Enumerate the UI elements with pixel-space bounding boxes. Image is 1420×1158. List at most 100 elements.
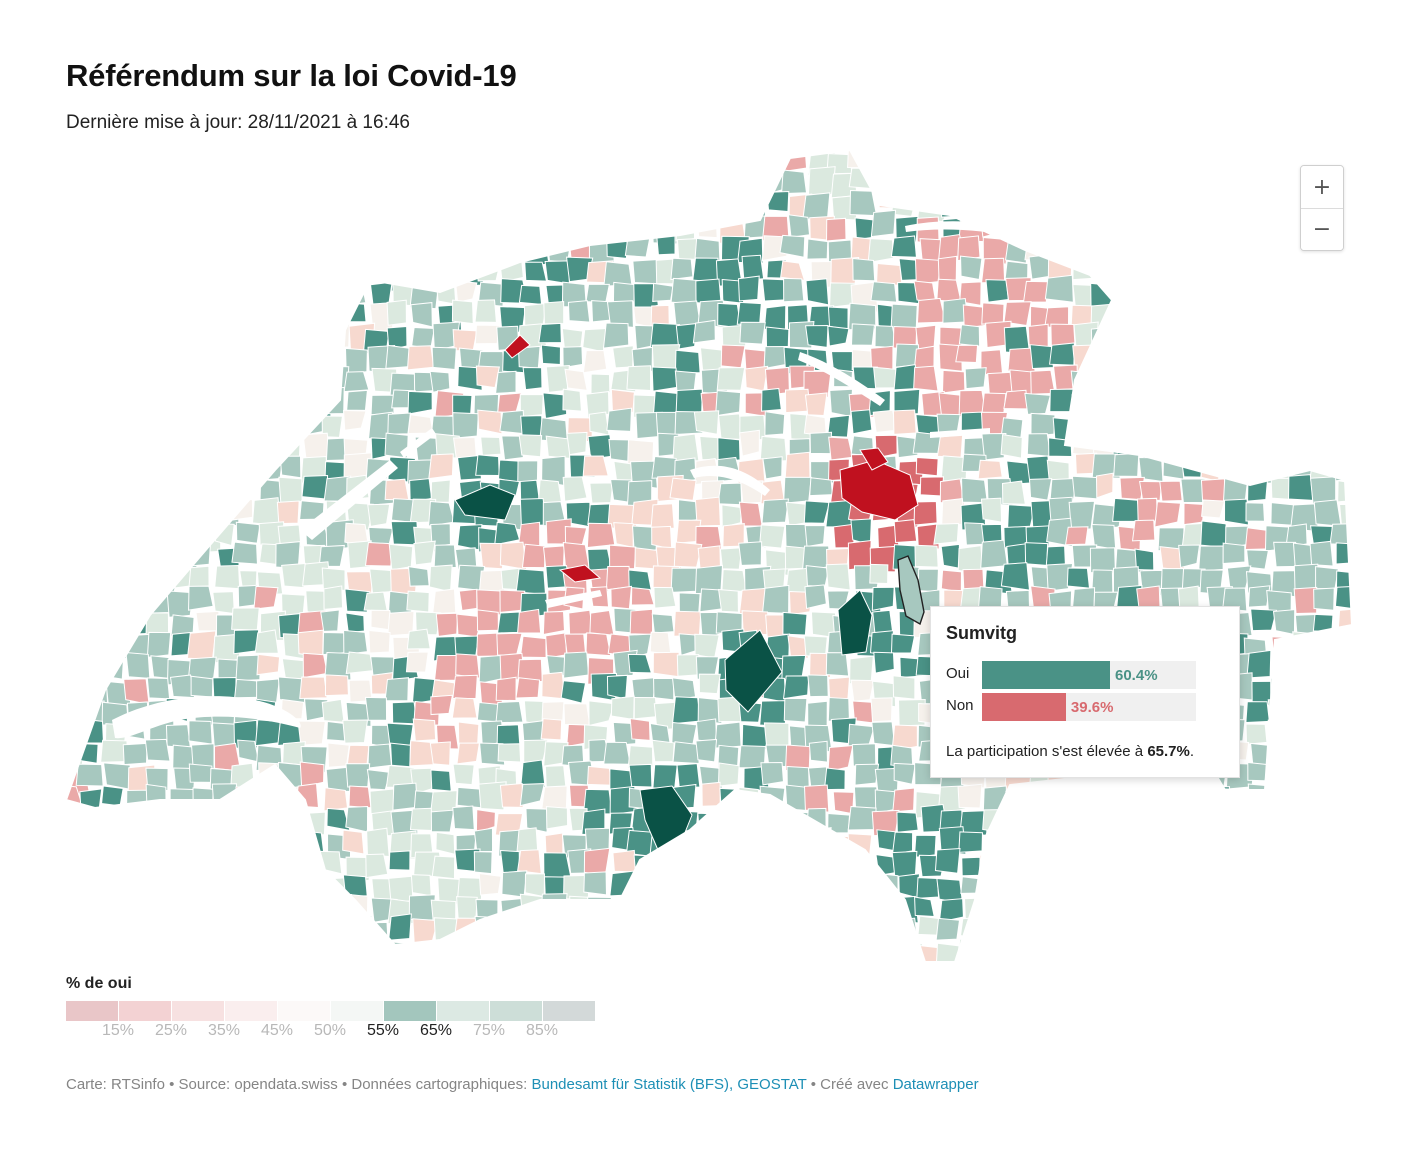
municipality-area[interactable]: [1225, 218, 1256, 242]
municipality-area[interactable]: [98, 561, 128, 592]
municipality-area[interactable]: [1027, 784, 1049, 810]
municipality-area[interactable]: [935, 917, 961, 941]
municipality-area[interactable]: [678, 856, 704, 880]
municipality-area[interactable]: [807, 852, 835, 875]
municipality-area[interactable]: [406, 345, 435, 371]
municipality-area[interactable]: [736, 301, 762, 325]
municipality-area[interactable]: [762, 870, 788, 895]
municipality-area[interactable]: [741, 936, 764, 962]
municipality-area[interactable]: [364, 959, 388, 986]
municipality-area[interactable]: [897, 150, 923, 175]
municipality-area[interactable]: [348, 785, 372, 809]
municipality-area[interactable]: [123, 392, 144, 414]
municipality-area[interactable]: [783, 277, 805, 303]
municipality-area[interactable]: [279, 455, 302, 479]
municipality-area[interactable]: [168, 833, 193, 859]
municipality-area[interactable]: [1154, 501, 1182, 528]
municipality-area[interactable]: [1222, 587, 1248, 612]
municipality-area[interactable]: [253, 585, 279, 610]
municipality-area[interactable]: [743, 810, 767, 832]
municipality-area[interactable]: [99, 480, 123, 504]
municipality-area[interactable]: [1247, 856, 1275, 885]
municipality-area[interactable]: [78, 191, 105, 216]
municipality-area[interactable]: [149, 280, 178, 308]
municipality-area[interactable]: [1360, 544, 1384, 565]
municipality-area[interactable]: [1048, 437, 1073, 458]
municipality-area[interactable]: [1135, 897, 1158, 921]
municipality-area[interactable]: [1093, 809, 1117, 835]
municipality-area[interactable]: [61, 483, 85, 510]
municipality-area[interactable]: [960, 876, 984, 894]
municipality-area[interactable]: [1004, 901, 1023, 922]
municipality-area[interactable]: [170, 898, 197, 921]
municipality-area[interactable]: [121, 168, 151, 198]
municipality-area[interactable]: [958, 165, 983, 195]
municipality-area[interactable]: [827, 744, 854, 773]
municipality-area[interactable]: [81, 523, 109, 549]
municipality-area[interactable]: [257, 349, 281, 375]
municipality-area[interactable]: [254, 232, 276, 260]
municipality-area[interactable]: [1197, 303, 1228, 330]
municipality-area[interactable]: [1069, 411, 1095, 435]
municipality-area[interactable]: [1264, 851, 1290, 877]
municipality-area[interactable]: [585, 283, 610, 303]
municipality-area[interactable]: [1241, 917, 1266, 943]
municipality-area[interactable]: [1272, 741, 1295, 764]
municipality-area[interactable]: [1204, 364, 1228, 392]
municipality-area[interactable]: [345, 651, 374, 675]
municipality-area[interactable]: [57, 676, 82, 699]
municipality-area[interactable]: [518, 434, 543, 458]
municipality-area[interactable]: [1072, 913, 1097, 941]
municipality-area[interactable]: [59, 586, 80, 613]
municipality-area[interactable]: [61, 875, 82, 900]
municipality-area[interactable]: [1159, 239, 1188, 266]
municipality-area[interactable]: [670, 567, 700, 593]
municipality-area[interactable]: [258, 326, 288, 351]
municipality-area[interactable]: [1180, 804, 1206, 831]
municipality-area[interactable]: [1309, 260, 1339, 284]
municipality-area[interactable]: [545, 435, 571, 459]
municipality-area[interactable]: [1200, 458, 1222, 483]
municipality-area[interactable]: [64, 343, 89, 372]
municipality-area[interactable]: [871, 586, 895, 611]
municipality-area[interactable]: [1293, 675, 1322, 702]
municipality-area[interactable]: [281, 968, 307, 990]
municipality-area[interactable]: [804, 392, 828, 416]
municipality-area[interactable]: [1032, 965, 1055, 987]
municipality-area[interactable]: [807, 700, 828, 727]
municipality-area[interactable]: [1112, 828, 1138, 854]
municipality-area[interactable]: [61, 457, 84, 485]
municipality-area[interactable]: [209, 433, 238, 457]
municipality-area[interactable]: [454, 147, 482, 174]
municipality-area[interactable]: [850, 409, 873, 435]
municipality-area[interactable]: [497, 920, 523, 943]
municipality-area[interactable]: [1200, 803, 1221, 825]
municipality-area[interactable]: [343, 371, 370, 393]
municipality-area[interactable]: [192, 787, 214, 808]
municipality-area[interactable]: [370, 394, 395, 416]
municipality-area[interactable]: [1207, 896, 1227, 920]
municipality-area[interactable]: [560, 680, 587, 704]
municipality-area[interactable]: [186, 346, 214, 371]
municipality-area[interactable]: [825, 563, 851, 591]
municipality-area[interactable]: [364, 260, 387, 282]
municipality-area[interactable]: [386, 195, 412, 222]
municipality-area[interactable]: [454, 280, 478, 303]
municipality-area[interactable]: [474, 965, 497, 990]
municipality-area[interactable]: [191, 412, 222, 443]
municipality-area[interactable]: [674, 349, 701, 374]
municipality-area[interactable]: [1201, 257, 1225, 283]
municipality-area[interactable]: [851, 873, 877, 896]
municipality-area[interactable]: [497, 237, 523, 261]
municipality-area[interactable]: [892, 167, 917, 192]
municipality-area[interactable]: [854, 763, 880, 786]
municipality-area[interactable]: [567, 300, 591, 323]
municipality-area[interactable]: [298, 938, 320, 961]
municipality-area[interactable]: [695, 831, 723, 857]
municipality-area[interactable]: [1315, 566, 1339, 590]
municipality-area[interactable]: [1139, 429, 1168, 460]
municipality-area[interactable]: [437, 166, 461, 191]
municipality-area[interactable]: [452, 763, 475, 786]
municipality-area[interactable]: [1356, 632, 1377, 656]
municipality-area[interactable]: [436, 149, 463, 173]
